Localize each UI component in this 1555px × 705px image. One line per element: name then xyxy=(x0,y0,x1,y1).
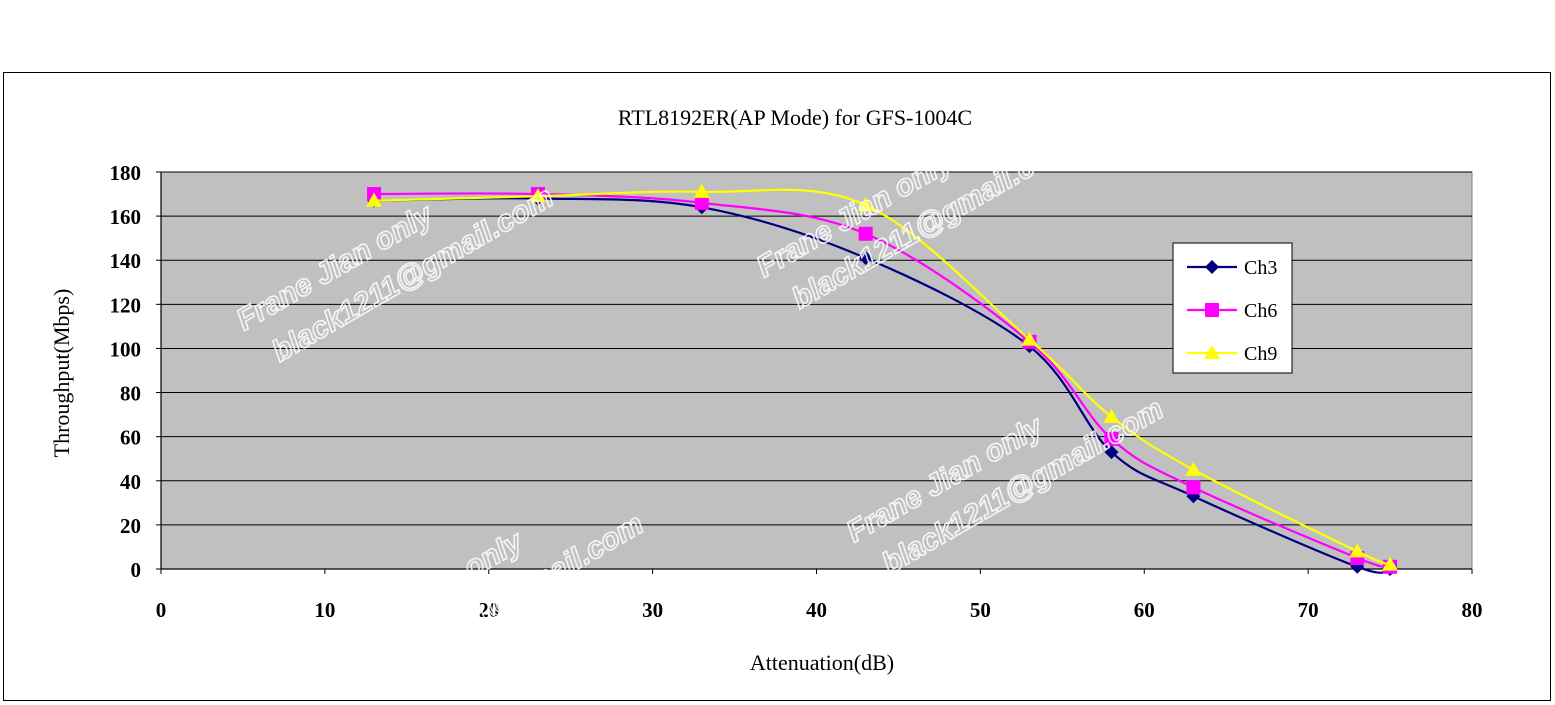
data-point xyxy=(1382,556,1399,571)
data-point xyxy=(858,226,873,241)
legend-marker xyxy=(1205,303,1219,317)
data-point xyxy=(857,197,874,212)
legend-label: Ch6 xyxy=(1244,300,1277,322)
legend-marker xyxy=(1205,260,1219,274)
legend-item-ch3: Ch3 xyxy=(1187,257,1277,279)
x-tick-label: 60 xyxy=(1134,598,1155,622)
y-tick-label: 120 xyxy=(110,293,142,317)
series-line xyxy=(374,188,1391,566)
legend-marker xyxy=(1204,345,1220,359)
y-axis-title: Throughput(Mbps) xyxy=(49,289,74,458)
data-point xyxy=(1104,431,1119,446)
data-point xyxy=(1349,543,1366,558)
y-tick-label: 180 xyxy=(110,161,142,185)
x-tick-label: 70 xyxy=(1298,598,1319,622)
y-tick-label: 160 xyxy=(110,205,142,229)
y-tick-label: 60 xyxy=(120,426,141,450)
y-tick-label: 0 xyxy=(131,558,142,582)
data-point xyxy=(1021,331,1038,346)
y-tick-label: 40 xyxy=(120,470,141,494)
x-tick-label: 30 xyxy=(642,598,663,622)
axes xyxy=(156,171,1473,574)
data-point xyxy=(366,192,383,207)
data-point xyxy=(1104,445,1119,460)
chart-svg: RTL8192ER(AP Mode) for GFS-1004C 0 20 40 60… xyxy=(49,105,1483,696)
legend-item-ch6: Ch6 xyxy=(1187,300,1277,322)
legend: Ch3 Ch6 Ch9 xyxy=(1172,242,1293,374)
data-point xyxy=(529,188,546,203)
legend-label: Ch9 xyxy=(1244,343,1277,365)
tick-labels: 0 20 40 60 80 100 120 140 160 180 0 10 20 30 40 50 60 70 8… xyxy=(110,161,1483,622)
series-layer xyxy=(366,183,1399,576)
x-tick-label: 0 xyxy=(156,598,167,622)
x-tick-label: 80 xyxy=(1462,598,1483,622)
x-tick-label: 40 xyxy=(806,598,827,622)
legend-item-ch9: Ch9 xyxy=(1187,343,1277,365)
data-point xyxy=(693,183,710,198)
x-tick-label: 10 xyxy=(314,598,335,622)
legend-box xyxy=(1172,242,1293,374)
data-point xyxy=(1186,480,1201,495)
x-axis-title: Attenuation(dB) xyxy=(750,650,894,675)
series-line xyxy=(374,197,1391,574)
y-tick-label: 20 xyxy=(120,514,141,538)
legend-label: Ch3 xyxy=(1244,257,1277,279)
x-tick-label: 20 xyxy=(478,598,499,622)
data-point xyxy=(858,251,873,266)
y-tick-label: 140 xyxy=(110,249,142,273)
data-point xyxy=(694,195,709,210)
chart-frame: RTL8192ER(AP Mode) for GFS-1004C 0 20 40 60… xyxy=(3,72,1551,701)
chart-title: RTL8192ER(AP Mode) for GFS-1004C xyxy=(618,105,972,130)
series-ch9 xyxy=(366,183,1399,571)
y-tick-label: 100 xyxy=(110,337,142,361)
x-tick-label: 50 xyxy=(970,598,991,622)
data-point xyxy=(1185,461,1202,476)
data-point xyxy=(1103,408,1120,423)
y-tick-label: 80 xyxy=(120,382,141,406)
